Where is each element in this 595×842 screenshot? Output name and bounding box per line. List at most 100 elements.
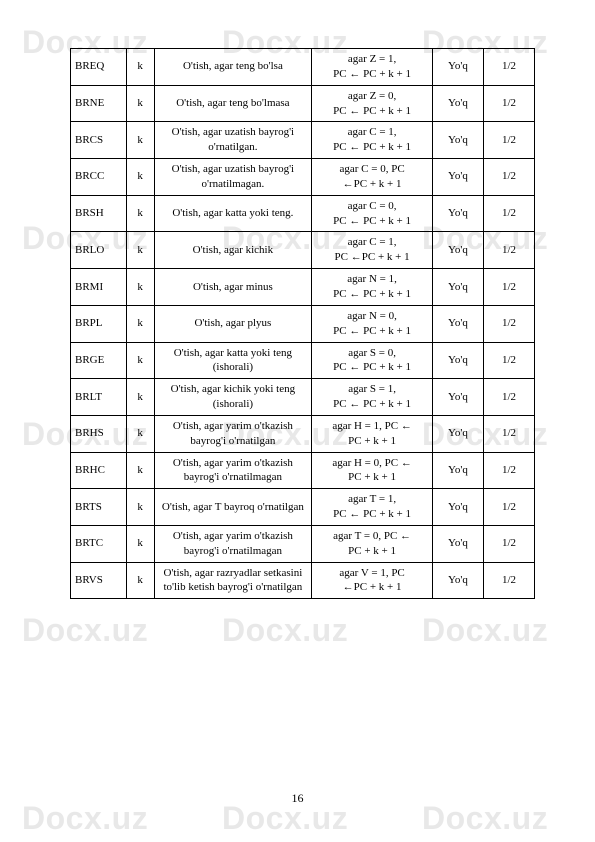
table-cell: BRCC	[71, 159, 127, 196]
table-cell: BRGE	[71, 342, 127, 379]
table-cell: Yo'q	[432, 159, 483, 196]
table-cell: k	[126, 562, 154, 599]
table-cell: O'tish, agar katta yoki teng (ishorali)	[154, 342, 312, 379]
table-cell: agar S = 1,PC ← PC + k + 1	[312, 379, 433, 416]
table-cell: O'tish, agar katta yoki teng.	[154, 195, 312, 232]
table-cell: Yo'q	[432, 415, 483, 452]
table-cell: BRLO	[71, 232, 127, 269]
table-cell: BRNE	[71, 85, 127, 122]
table-cell: BRVS	[71, 562, 127, 599]
table-cell: 1/2	[483, 195, 534, 232]
table-row: BRHSkO'tish, agar yarim o'tkazish bayrog…	[71, 415, 535, 452]
table-cell: k	[126, 122, 154, 159]
table-cell: Yo'q	[432, 195, 483, 232]
table-cell: agar C = 0,PC ← PC + k + 1	[312, 195, 433, 232]
table-cell: Yo'q	[432, 232, 483, 269]
page-number: 16	[0, 791, 595, 806]
table-cell: O'tish, agar yarim o'tkazish bayrog'i o'…	[154, 415, 312, 452]
table-cell: agar T = 1,PC ← PC + k + 1	[312, 489, 433, 526]
table-cell: Yo'q	[432, 489, 483, 526]
table-cell: O'tish, agar T bayroq o'rnatilgan	[154, 489, 312, 526]
table-row: BRPLkO'tish, agar plyusagar N = 0,PC ← P…	[71, 305, 535, 342]
table-cell: O'tish, agar minus	[154, 269, 312, 306]
table-cell: agar C = 1,PC ← PC + k + 1	[312, 122, 433, 159]
table-cell: O'tish, agar teng bo'lsa	[154, 49, 312, 86]
table-cell: Yo'q	[432, 269, 483, 306]
watermark: Docx.uz	[222, 612, 348, 649]
table-row: BRHCkO'tish, agar yarim o'tkazish bayrog…	[71, 452, 535, 489]
table-cell: BREQ	[71, 49, 127, 86]
table-cell: agar S = 0,PC ← PC + k + 1	[312, 342, 433, 379]
table-cell: O'tish, agar yarim o'tkazish bayrog'i o'…	[154, 452, 312, 489]
table-cell: k	[126, 525, 154, 562]
table-row: BRTCkO'tish, agar yarim o'tkazish bayrog…	[71, 525, 535, 562]
table-cell: k	[126, 379, 154, 416]
table-row: BRNEkO'tish, agar teng bo'lmasaagar Z = …	[71, 85, 535, 122]
table-cell: BRSH	[71, 195, 127, 232]
table-cell: BRLT	[71, 379, 127, 416]
watermark: Docx.uz	[22, 612, 148, 649]
table-cell: agar N = 0,PC ← PC + k + 1	[312, 305, 433, 342]
table-cell: BRPL	[71, 305, 127, 342]
table-cell: O'tish, agar plyus	[154, 305, 312, 342]
table-cell: 1/2	[483, 415, 534, 452]
table-cell: BRCS	[71, 122, 127, 159]
table-cell: 1/2	[483, 489, 534, 526]
table-cell: k	[126, 232, 154, 269]
table-cell: k	[126, 195, 154, 232]
table-cell: k	[126, 305, 154, 342]
table-cell: Yo'q	[432, 122, 483, 159]
table-cell: Yo'q	[432, 452, 483, 489]
table-cell: 1/2	[483, 305, 534, 342]
table-cell: agar T = 0, PC ←PC + k + 1	[312, 525, 433, 562]
table-row: BREQkO'tish, agar teng bo'lsaagar Z = 1,…	[71, 49, 535, 86]
table-cell: 1/2	[483, 49, 534, 86]
table-row: BRTSkO'tish, agar T bayroq o'rnatilganag…	[71, 489, 535, 526]
table-cell: k	[126, 489, 154, 526]
table-cell: Yo'q	[432, 342, 483, 379]
table-row: BRLOkO'tish, agar kichikagar C = 1,PC ←P…	[71, 232, 535, 269]
table-cell: 1/2	[483, 269, 534, 306]
table-cell: k	[126, 159, 154, 196]
table-cell: 1/2	[483, 452, 534, 489]
table-cell: 1/2	[483, 379, 534, 416]
table-cell: BRMI	[71, 269, 127, 306]
table-cell: agar H = 0, PC ←PC + k + 1	[312, 452, 433, 489]
table-cell: agar N = 1,PC ← PC + k + 1	[312, 269, 433, 306]
table-cell: 1/2	[483, 232, 534, 269]
table-row: BRSHkO'tish, agar katta yoki teng.agar C…	[71, 195, 535, 232]
table-cell: BRTC	[71, 525, 127, 562]
table-row: BRGEkO'tish, agar katta yoki teng (ishor…	[71, 342, 535, 379]
table-cell: BRHS	[71, 415, 127, 452]
table-cell: 1/2	[483, 122, 534, 159]
table-cell: Yo'q	[432, 379, 483, 416]
table-cell: 1/2	[483, 159, 534, 196]
table-row: BRVSkO'tish, agar razryadlar setkasini t…	[71, 562, 535, 599]
table-cell: agar C = 1,PC ←PC + k + 1	[312, 232, 433, 269]
table-cell: Yo'q	[432, 85, 483, 122]
table-cell: O'tish, agar uzatish bayrog'i o'rnatilga…	[154, 122, 312, 159]
table-cell: O'tish, agar razryadlar setkasini to'lib…	[154, 562, 312, 599]
table-cell: k	[126, 342, 154, 379]
table-cell: k	[126, 49, 154, 86]
table-cell: k	[126, 269, 154, 306]
table-cell: 1/2	[483, 342, 534, 379]
table-cell: BRTS	[71, 489, 127, 526]
table-cell: agar Z = 0,PC ← PC + k + 1	[312, 85, 433, 122]
table-cell: agar H = 1, PC ←PC + k + 1	[312, 415, 433, 452]
table-cell: Yo'q	[432, 562, 483, 599]
table-cell: k	[126, 415, 154, 452]
instruction-table: BREQkO'tish, agar teng bo'lsaagar Z = 1,…	[70, 48, 535, 599]
table-cell: 1/2	[483, 85, 534, 122]
table-cell: Yo'q	[432, 305, 483, 342]
table-cell: agar V = 1, PC←PC + k + 1	[312, 562, 433, 599]
table-row: BRCCkO'tish, agar uzatish bayrog'i o'rna…	[71, 159, 535, 196]
table-cell: Yo'q	[432, 49, 483, 86]
table-row: BRCSkO'tish, agar uzatish bayrog'i o'rna…	[71, 122, 535, 159]
table-cell: O'tish, agar kichik	[154, 232, 312, 269]
table-cell: agar Z = 1,PC ← PC + k + 1	[312, 49, 433, 86]
table-cell: k	[126, 452, 154, 489]
table-cell: O'tish, agar kichik yoki teng (ishorali)	[154, 379, 312, 416]
table-cell: O'tish, agar yarim o'tkazish bayrog'i o'…	[154, 525, 312, 562]
table-cell: O'tish, agar teng bo'lmasa	[154, 85, 312, 122]
